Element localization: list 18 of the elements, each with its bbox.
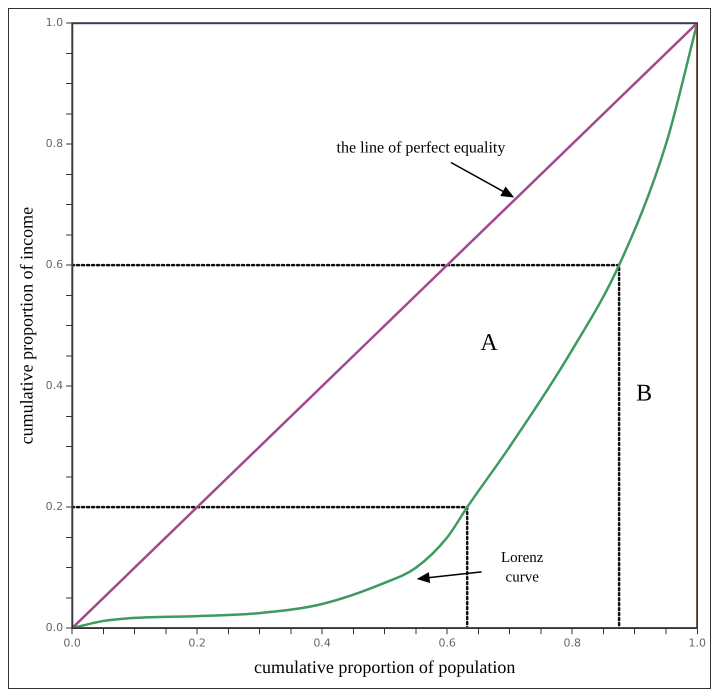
y-tick-label: 0.4 xyxy=(46,378,64,392)
x-tick-label: 0.0 xyxy=(63,636,81,650)
x-tick-label: 0.6 xyxy=(438,636,456,650)
annotation: Lorenz curve xyxy=(500,550,544,586)
x-tick-label: 0.8 xyxy=(563,636,581,650)
annotation: the line of perfect equality xyxy=(336,140,506,157)
annotation: B xyxy=(636,380,652,406)
annotation: A xyxy=(480,330,498,356)
x-tick-label: 1.0 xyxy=(688,636,706,650)
x-tick-label: 0.4 xyxy=(313,636,331,650)
y-tick-label: 0.2 xyxy=(46,500,64,514)
y-tick-label: 0.6 xyxy=(46,258,64,271)
y-tick-label: 0.0 xyxy=(46,621,64,634)
x-axis-title: cumulative proportion of population xyxy=(254,656,516,677)
x-tick-label: 0.2 xyxy=(188,636,206,650)
y-tick-label: 1.0 xyxy=(46,16,64,29)
y-axis-title: cumulative proportion of income xyxy=(16,206,37,444)
y-tick-label: 0.8 xyxy=(46,136,64,150)
